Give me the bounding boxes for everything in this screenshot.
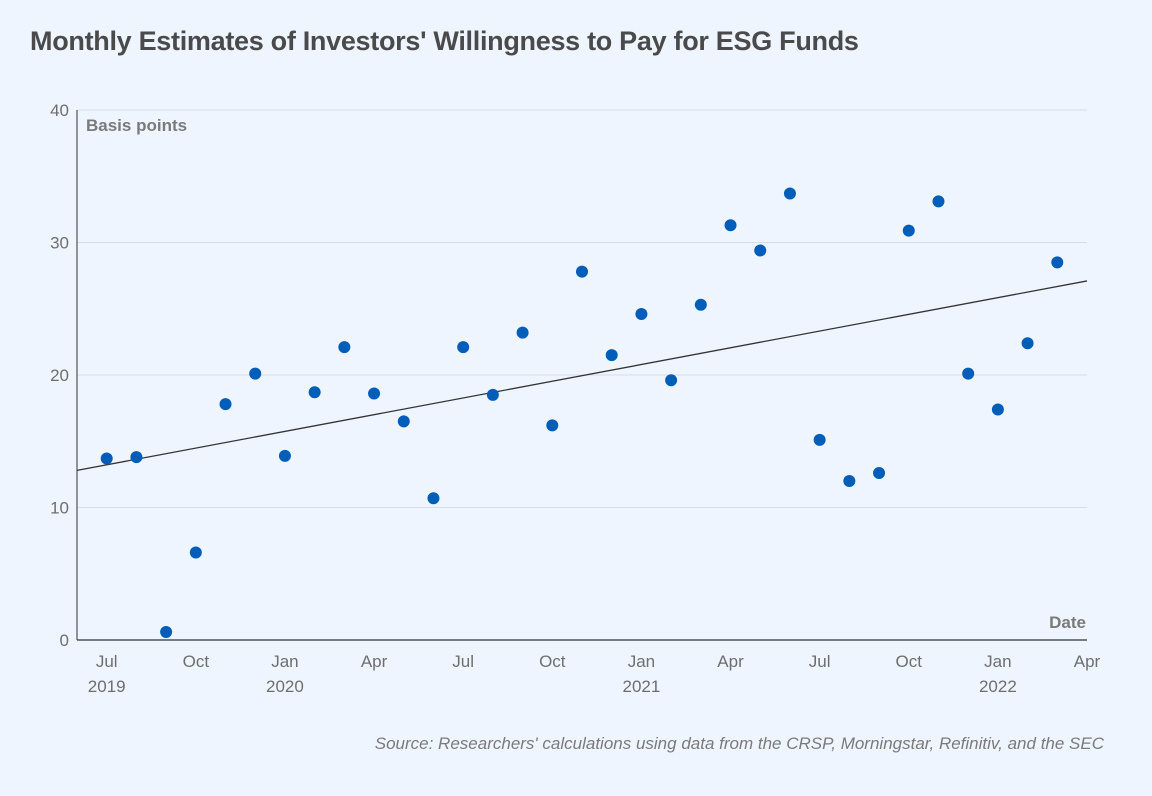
x-tick-label: Oct [539,652,566,671]
data-point [635,308,648,321]
y-tick-label: 10 [50,499,69,518]
x-tick-label: Oct [183,652,210,671]
data-point [813,433,826,446]
data-point [1051,256,1064,269]
data-point [962,367,975,380]
chart-title: Monthly Estimates of Investors' Willingn… [30,26,859,56]
data-point [932,195,945,208]
data-point [902,224,915,237]
data-point [160,626,173,639]
y-tick-label: 30 [50,234,69,253]
data-point [724,219,737,232]
x-tick-year-label: 2019 [88,677,126,696]
data-point [249,367,262,380]
data-point [516,326,529,339]
data-point [100,452,113,465]
data-point [130,451,143,464]
data-point [219,398,232,411]
data-point [397,415,410,428]
x-tick-label: Jul [452,652,474,671]
data-point [427,492,440,505]
data-point [576,265,588,278]
x-tick-label: Apr [1074,652,1101,671]
data-point [843,475,856,487]
data-point [873,467,886,480]
data-point [278,449,291,462]
y-axis-label: Basis points [86,116,187,135]
x-tick-year-label: 2020 [266,677,304,696]
data-point [189,546,202,559]
data-point [308,386,321,399]
data-point [457,341,470,354]
x-axis-label: Date [1049,613,1086,632]
x-tick-label: Jan [271,652,298,671]
x-axis-ticks: Jul 2019 Oct Jan 2020 Apr Jul Oct Jan 2021 Apr Jul O… [88,652,1101,696]
x-tick-year-label: 2022 [979,677,1017,696]
trend-line [76,280,1088,472]
data-point [783,187,796,200]
x-tick-label: Jan [984,652,1011,671]
data-point [694,298,707,311]
x-tick-label: Apr [361,652,388,671]
data-point [338,341,351,354]
data-point [1021,337,1034,350]
x-tick-label: Jan [628,652,655,671]
y-axis-ticks: 0 10 20 30 40 [50,101,69,650]
data-point [665,374,678,387]
y-tick-label: 0 [60,631,69,650]
data-points [100,187,1064,639]
data-point [605,349,618,362]
gridlines [77,109,1087,508]
x-tick-label: Oct [896,652,923,671]
data-point [368,387,381,400]
data-point [754,244,767,257]
data-point [486,388,499,401]
y-tick-label: 40 [50,101,69,120]
data-point [546,419,559,432]
data-point [991,403,1004,416]
x-tick-year-label: 2021 [622,677,660,696]
y-tick-label: 20 [50,366,69,385]
x-tick-label: Apr [717,652,744,671]
source-note: Source: Researchers' calculations using … [374,734,1104,753]
x-tick-label: Jul [96,652,118,671]
x-tick-label: Jul [809,652,831,671]
